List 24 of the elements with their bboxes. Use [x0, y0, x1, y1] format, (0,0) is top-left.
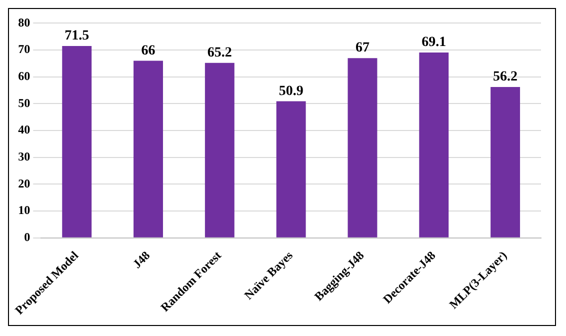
bar: [62, 46, 92, 238]
data-label: 65.2: [207, 46, 232, 61]
data-label: 69.1: [422, 35, 446, 50]
y-tick-label: 0: [24, 230, 30, 244]
bar: [419, 52, 449, 238]
y-tick-label: 60: [18, 68, 30, 83]
data-label: 71.5: [64, 28, 90, 44]
y-tick-label: 50: [18, 96, 30, 110]
data-label: 67: [355, 40, 370, 56]
data-label: 56.2: [493, 70, 518, 85]
bar: [348, 58, 378, 238]
data-label: 66: [141, 43, 156, 58]
y-tick-label: 80: [18, 15, 30, 30]
x-tick-label: J48: [130, 248, 153, 271]
bar: [134, 60, 163, 238]
y-tick-label: 30: [18, 149, 30, 164]
bar: [204, 62, 234, 238]
y-tick-label: 70: [18, 42, 30, 56]
data-label: 50.9: [278, 84, 304, 99]
bar: [490, 87, 520, 238]
y-tick-label: 20: [18, 176, 30, 190]
bar: [276, 101, 306, 238]
y-tick-label: 40: [18, 122, 30, 137]
y-tick-label: 10: [18, 203, 30, 218]
